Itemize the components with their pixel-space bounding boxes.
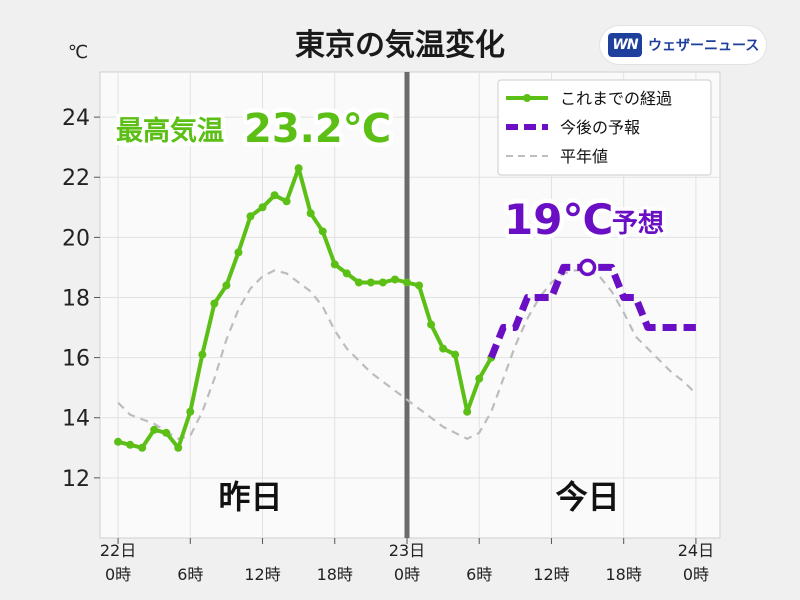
observed-point bbox=[415, 281, 424, 290]
observed-point bbox=[294, 164, 303, 173]
day-labels: 昨日 今日 bbox=[218, 478, 619, 516]
observed-point bbox=[198, 350, 207, 359]
observed-point bbox=[114, 437, 123, 446]
observed-point bbox=[366, 278, 375, 287]
observed-point bbox=[246, 212, 255, 221]
observed-point bbox=[174, 443, 183, 452]
max-temp-annotation: 最高気温 最高気温 23.2℃ 23.2℃ bbox=[112, 102, 396, 157]
day-label: 今日 bbox=[556, 478, 620, 516]
series-forecast-line bbox=[488, 263, 696, 359]
max-temp-value: 23.2℃ bbox=[244, 106, 391, 152]
series-normal-line bbox=[117, 269, 697, 441]
y-tick-label: 14 bbox=[62, 407, 90, 432]
x-tick-hour-label: 6時 bbox=[177, 565, 203, 584]
forecast-peak-marker bbox=[578, 258, 597, 277]
legend-label-normal: 平年値 bbox=[560, 147, 608, 166]
observed-point bbox=[354, 278, 363, 287]
x-tick-day-label: 24日 bbox=[678, 541, 714, 560]
observed-point bbox=[162, 428, 171, 437]
brand-badge: WN ウェザーニュース bbox=[600, 26, 766, 64]
forecast-label: 予想 bbox=[612, 209, 664, 239]
max-temp-value-outline: 23.2℃ bbox=[244, 106, 391, 152]
x-tick-day-label: 22日 bbox=[100, 541, 136, 560]
legend-marker-observed bbox=[523, 94, 531, 102]
y-tick-label: 22 bbox=[62, 166, 90, 191]
x-tick-hour-label: 6時 bbox=[466, 565, 492, 584]
max-temp-label-outline: 最高気温 bbox=[116, 115, 224, 147]
series-observed-line bbox=[117, 166, 494, 450]
y-tick-label: 16 bbox=[62, 347, 90, 372]
observed-point bbox=[282, 197, 291, 206]
x-tick-hour-label: 18時 bbox=[606, 565, 642, 584]
observed-point bbox=[318, 227, 327, 236]
observed-point bbox=[378, 278, 387, 287]
observed-point bbox=[402, 278, 411, 287]
observed-point bbox=[126, 440, 135, 449]
observed-point bbox=[427, 320, 436, 329]
x-tick-hour-label: 12時 bbox=[244, 565, 280, 584]
observed-point bbox=[270, 191, 279, 200]
x-tick-hour-label: 12時 bbox=[533, 565, 569, 584]
x-tick-hour-label: 0時 bbox=[394, 565, 420, 584]
weathernews-logo-icon: WN bbox=[608, 33, 642, 57]
y-tick-label: 18 bbox=[62, 286, 90, 311]
y-tick-label: 24 bbox=[62, 106, 90, 131]
observed-point bbox=[138, 443, 147, 452]
chart-title: 東京の気温変化 bbox=[295, 28, 505, 63]
forecast-annotation: 19℃ 19℃ 予想 予想 bbox=[500, 191, 668, 249]
observed-point bbox=[390, 275, 399, 284]
observed-point bbox=[439, 344, 448, 353]
observed-point bbox=[210, 299, 219, 308]
axes: 12 14 16 18 20 22 24 22日 0時 6時 12時 18時 23日 0時 6時 12時 18時… bbox=[62, 106, 714, 584]
observed-point bbox=[186, 407, 195, 416]
observed-point bbox=[306, 209, 315, 218]
observed-point bbox=[150, 425, 159, 434]
legend: これまでの経過 今後の予報 平年値 bbox=[497, 79, 712, 176]
forecast-value: 19℃ bbox=[504, 195, 613, 244]
x-tick-hour-label: 18時 bbox=[317, 565, 353, 584]
series-layer bbox=[114, 164, 697, 452]
legend-label-forecast: 今後の予報 bbox=[560, 118, 640, 137]
observed-point bbox=[475, 374, 484, 383]
observed-point bbox=[234, 248, 243, 257]
legend-box bbox=[497, 79, 712, 176]
y-unit-label: ℃ bbox=[68, 42, 88, 63]
brand-name: ウェザーニュース bbox=[648, 38, 760, 54]
day-label: 昨日 bbox=[218, 478, 282, 516]
legend-label-observed: これまでの経過 bbox=[560, 89, 672, 108]
observed-point bbox=[222, 281, 231, 290]
x-tick-day-label: 23日 bbox=[389, 541, 425, 560]
observed-point bbox=[463, 407, 472, 416]
max-temp-label: 最高気温 bbox=[116, 115, 224, 147]
forecast-value-outline: 19℃ bbox=[504, 195, 613, 244]
y-tick-label: 12 bbox=[62, 467, 90, 492]
observed-point bbox=[330, 260, 339, 269]
observed-point bbox=[258, 203, 267, 212]
observed-point bbox=[451, 350, 460, 359]
forecast-label-outline: 予想 bbox=[612, 209, 664, 239]
observed-point bbox=[342, 269, 351, 278]
y-tick-label: 20 bbox=[62, 226, 90, 251]
x-tick-hour-label: 0時 bbox=[105, 565, 131, 584]
x-tick-hour-label: 0時 bbox=[683, 565, 709, 584]
